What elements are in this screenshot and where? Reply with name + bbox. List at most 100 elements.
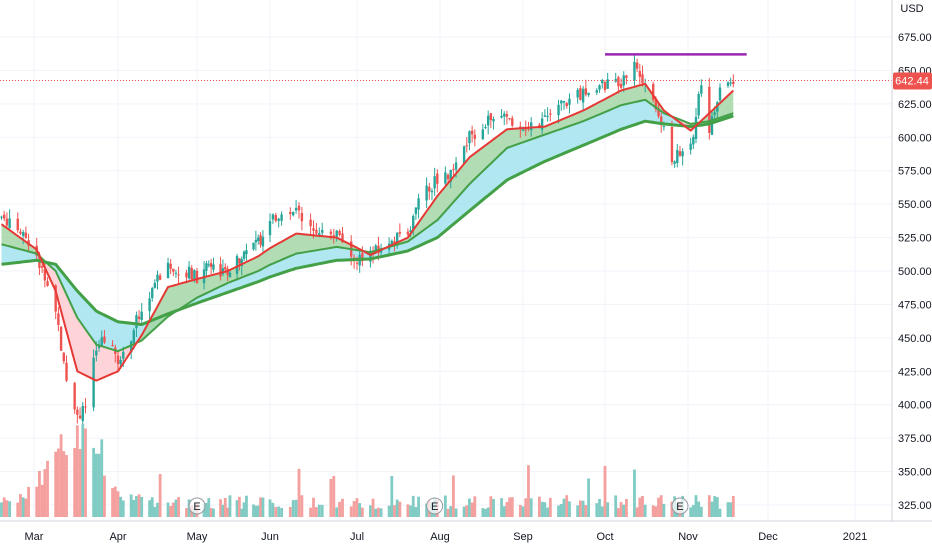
candle-body xyxy=(673,161,676,164)
candle-body xyxy=(662,126,666,128)
y-tick-label: 625.00 xyxy=(898,99,932,111)
candle-body xyxy=(718,87,722,101)
y-tick-label: 525.00 xyxy=(898,233,932,245)
candle-body xyxy=(135,315,138,329)
volume-bar xyxy=(158,474,162,517)
currency-label: USD xyxy=(900,3,923,15)
volume-bar xyxy=(368,505,372,517)
volume-bar xyxy=(56,448,60,517)
volume-bar xyxy=(24,498,28,517)
candle-body xyxy=(119,359,122,365)
candle-body xyxy=(540,118,544,130)
candle-body xyxy=(681,151,684,157)
candle-body xyxy=(414,207,418,215)
candle-body xyxy=(84,406,87,408)
volume-bar xyxy=(697,501,701,517)
candle-body xyxy=(235,256,239,274)
candle-body xyxy=(486,115,490,126)
volume-bar xyxy=(75,425,79,517)
volume-bar xyxy=(390,476,394,517)
candle-body xyxy=(587,92,590,95)
volume-bar xyxy=(579,500,582,517)
y-tick-label: 675.00 xyxy=(898,32,932,44)
candle-body xyxy=(73,382,76,410)
volume-bar xyxy=(242,502,246,517)
volume-bar xyxy=(508,497,512,517)
candle-body xyxy=(76,409,79,415)
candle-body xyxy=(0,216,3,218)
last-price-tag: 642.44 xyxy=(893,72,932,90)
candle-body xyxy=(603,82,607,91)
volume-bar xyxy=(94,453,98,517)
x-tick-label: Apr xyxy=(109,531,126,543)
volume-bar xyxy=(280,507,283,517)
y-tick-label: 350.00 xyxy=(898,467,932,479)
volume-bar xyxy=(581,500,585,517)
volume-bar xyxy=(59,434,63,517)
candle-body xyxy=(395,232,399,243)
volume-bar xyxy=(100,439,104,517)
candles xyxy=(0,55,735,425)
volume-bar xyxy=(619,502,623,517)
volume-bar xyxy=(568,501,571,517)
time-axis[interactable]: Mar Apr May Jun Jul Aug Sep Oct Nov Dec 2021 xyxy=(25,531,868,543)
volume-bar xyxy=(0,502,3,517)
volume-bar xyxy=(371,498,375,517)
candle-body xyxy=(355,262,359,264)
volume-bar xyxy=(46,460,49,517)
volume-bar xyxy=(505,501,509,517)
volume-bar xyxy=(484,508,487,517)
candle-body xyxy=(81,406,84,421)
candle-body xyxy=(24,232,28,238)
volume-bar xyxy=(185,508,188,517)
volume-bar xyxy=(654,506,658,517)
volume-bar xyxy=(97,453,101,517)
candle-body xyxy=(132,330,135,343)
candle-body xyxy=(473,134,477,139)
volume-bar xyxy=(587,478,590,517)
candle-body xyxy=(59,326,63,351)
candle-body xyxy=(43,269,47,281)
candle-body xyxy=(465,145,468,147)
volume-bar xyxy=(212,508,215,517)
candle-body xyxy=(565,103,568,107)
volume-bar xyxy=(19,494,22,517)
candle-body xyxy=(489,113,493,121)
volume-bar xyxy=(27,486,30,517)
earnings-marker[interactable] xyxy=(671,497,689,515)
price-axis[interactable]: 325.00 350.00 375.00 400.00 425.00 450.00 475.… xyxy=(898,32,932,512)
volume-bar xyxy=(603,465,607,517)
volume-bar xyxy=(633,469,636,517)
volume-bar xyxy=(317,504,321,517)
earnings-marker[interactable] xyxy=(426,497,444,515)
volume-bar xyxy=(2,497,6,517)
earnings-marker[interactable] xyxy=(188,497,206,515)
candle-body xyxy=(166,262,170,279)
candle-body xyxy=(261,236,265,247)
volume-bar xyxy=(502,506,506,517)
volume-bar xyxy=(65,455,68,517)
candle-body xyxy=(428,186,431,192)
volume-bar xyxy=(252,504,255,517)
candle-body xyxy=(280,214,283,221)
candle-body xyxy=(446,174,450,180)
y-tick-label: 400.00 xyxy=(898,400,932,412)
volume-bar xyxy=(562,498,566,517)
volume-bar xyxy=(657,497,660,517)
volume-bars xyxy=(0,424,735,517)
volume-bar xyxy=(43,469,47,517)
volume-bar xyxy=(598,498,601,517)
candle-body xyxy=(221,268,225,275)
volume-bar xyxy=(518,505,522,517)
candle-body xyxy=(271,214,275,220)
volume-bar xyxy=(240,508,244,517)
candle-body xyxy=(713,112,716,115)
candle-body xyxy=(174,272,178,274)
candle-body xyxy=(190,268,193,280)
candle-body xyxy=(2,214,6,219)
x-tick-label: Jun xyxy=(261,531,279,543)
volume-bar xyxy=(470,502,474,517)
volume-bar xyxy=(21,497,25,517)
